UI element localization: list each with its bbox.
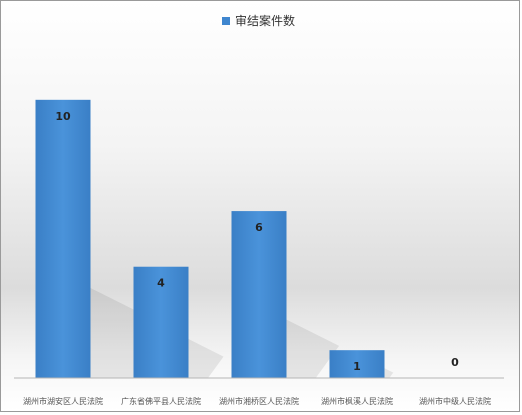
x-tick-label: 广东省佛平县人民法院 <box>121 396 201 406</box>
x-tick-label: 湖州市湖安区人民法院 <box>23 396 103 406</box>
bar-shadow <box>188 339 224 378</box>
data-label: 6 <box>255 221 263 234</box>
bar-4 <box>329 350 385 378</box>
legend-label: 审结案件数 <box>235 13 295 28</box>
legend-swatch-icon <box>222 17 230 25</box>
data-label: 10 <box>55 110 71 123</box>
x-tick-label: 湖州市湘桥区人民法院 <box>219 396 299 406</box>
x-tick-label: 湖州市中级人民法院 <box>419 396 491 406</box>
chart-legend: 审结案件数 <box>222 13 295 28</box>
data-label: 1 <box>353 360 361 373</box>
bar-1 <box>35 99 91 379</box>
bar-shadow <box>384 368 394 378</box>
data-label: 4 <box>157 277 165 290</box>
data-label: 0 <box>451 356 459 369</box>
bar-2 <box>133 266 189 378</box>
x-tick-label: 湖州市枫溪人民法院 <box>321 396 393 406</box>
bar-3 <box>231 211 287 378</box>
bar-shadow <box>286 319 340 378</box>
